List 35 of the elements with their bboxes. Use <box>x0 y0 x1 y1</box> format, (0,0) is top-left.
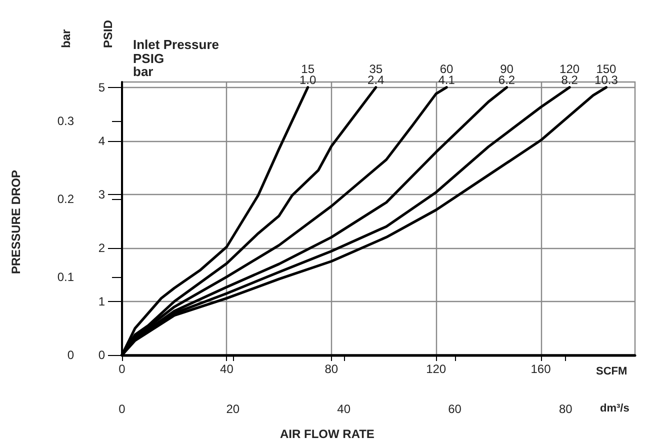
y-tick-label: 0 <box>98 348 106 362</box>
y-tick-label: 3 <box>98 187 106 202</box>
x-tick-label: 120 <box>426 362 446 376</box>
x-tick-label: 80 <box>324 362 338 376</box>
y-tick-label: 4 <box>98 134 106 148</box>
series-label: 120 8.2 <box>560 62 580 87</box>
series-label: 35 2.4 <box>368 62 385 87</box>
text: bar <box>133 64 154 79</box>
series-label: 15 1.0 <box>299 62 316 87</box>
x-tick-label: 160 <box>530 362 552 376</box>
y-tick-label: 2 <box>98 240 106 255</box>
text: PRESSURE DROP <box>9 170 23 274</box>
x-tick-label: 0 <box>118 362 126 376</box>
series-label: 150 10.3 <box>594 62 618 87</box>
y2-tick-label: 0 <box>67 348 74 362</box>
y-tick-label: 5 <box>98 80 106 94</box>
x-tick-label: 40 <box>220 362 234 376</box>
y2-tick-label: 0.1 <box>57 270 74 284</box>
y-tick-label: 1 <box>98 294 106 308</box>
x2-tick-label: 0 <box>118 402 126 416</box>
x2-tick-label: 20 <box>226 402 240 416</box>
x2-tick-label: 80 <box>558 402 573 416</box>
x2-tick-label: 40 <box>337 402 351 416</box>
text: PSIG <box>133 51 164 66</box>
y2-tick-label: 0.2 <box>57 192 74 206</box>
y-axis-title: PSID <box>101 20 115 48</box>
x2-axis-title: dm³/s <box>600 402 630 414</box>
text: AIR FLOW RATE <box>280 427 374 441</box>
x2-tick-label: 60 <box>448 402 462 416</box>
y2-tick-label: 0.3 <box>57 114 74 128</box>
series-label: 60 4.1 <box>438 62 456 87</box>
legend-title: Inlet Pressure <box>133 37 219 52</box>
series-label: 90 6.2 <box>498 62 516 87</box>
x-axis-title: SCFM <box>596 366 628 378</box>
y2-axis-title: bar <box>59 28 73 48</box>
